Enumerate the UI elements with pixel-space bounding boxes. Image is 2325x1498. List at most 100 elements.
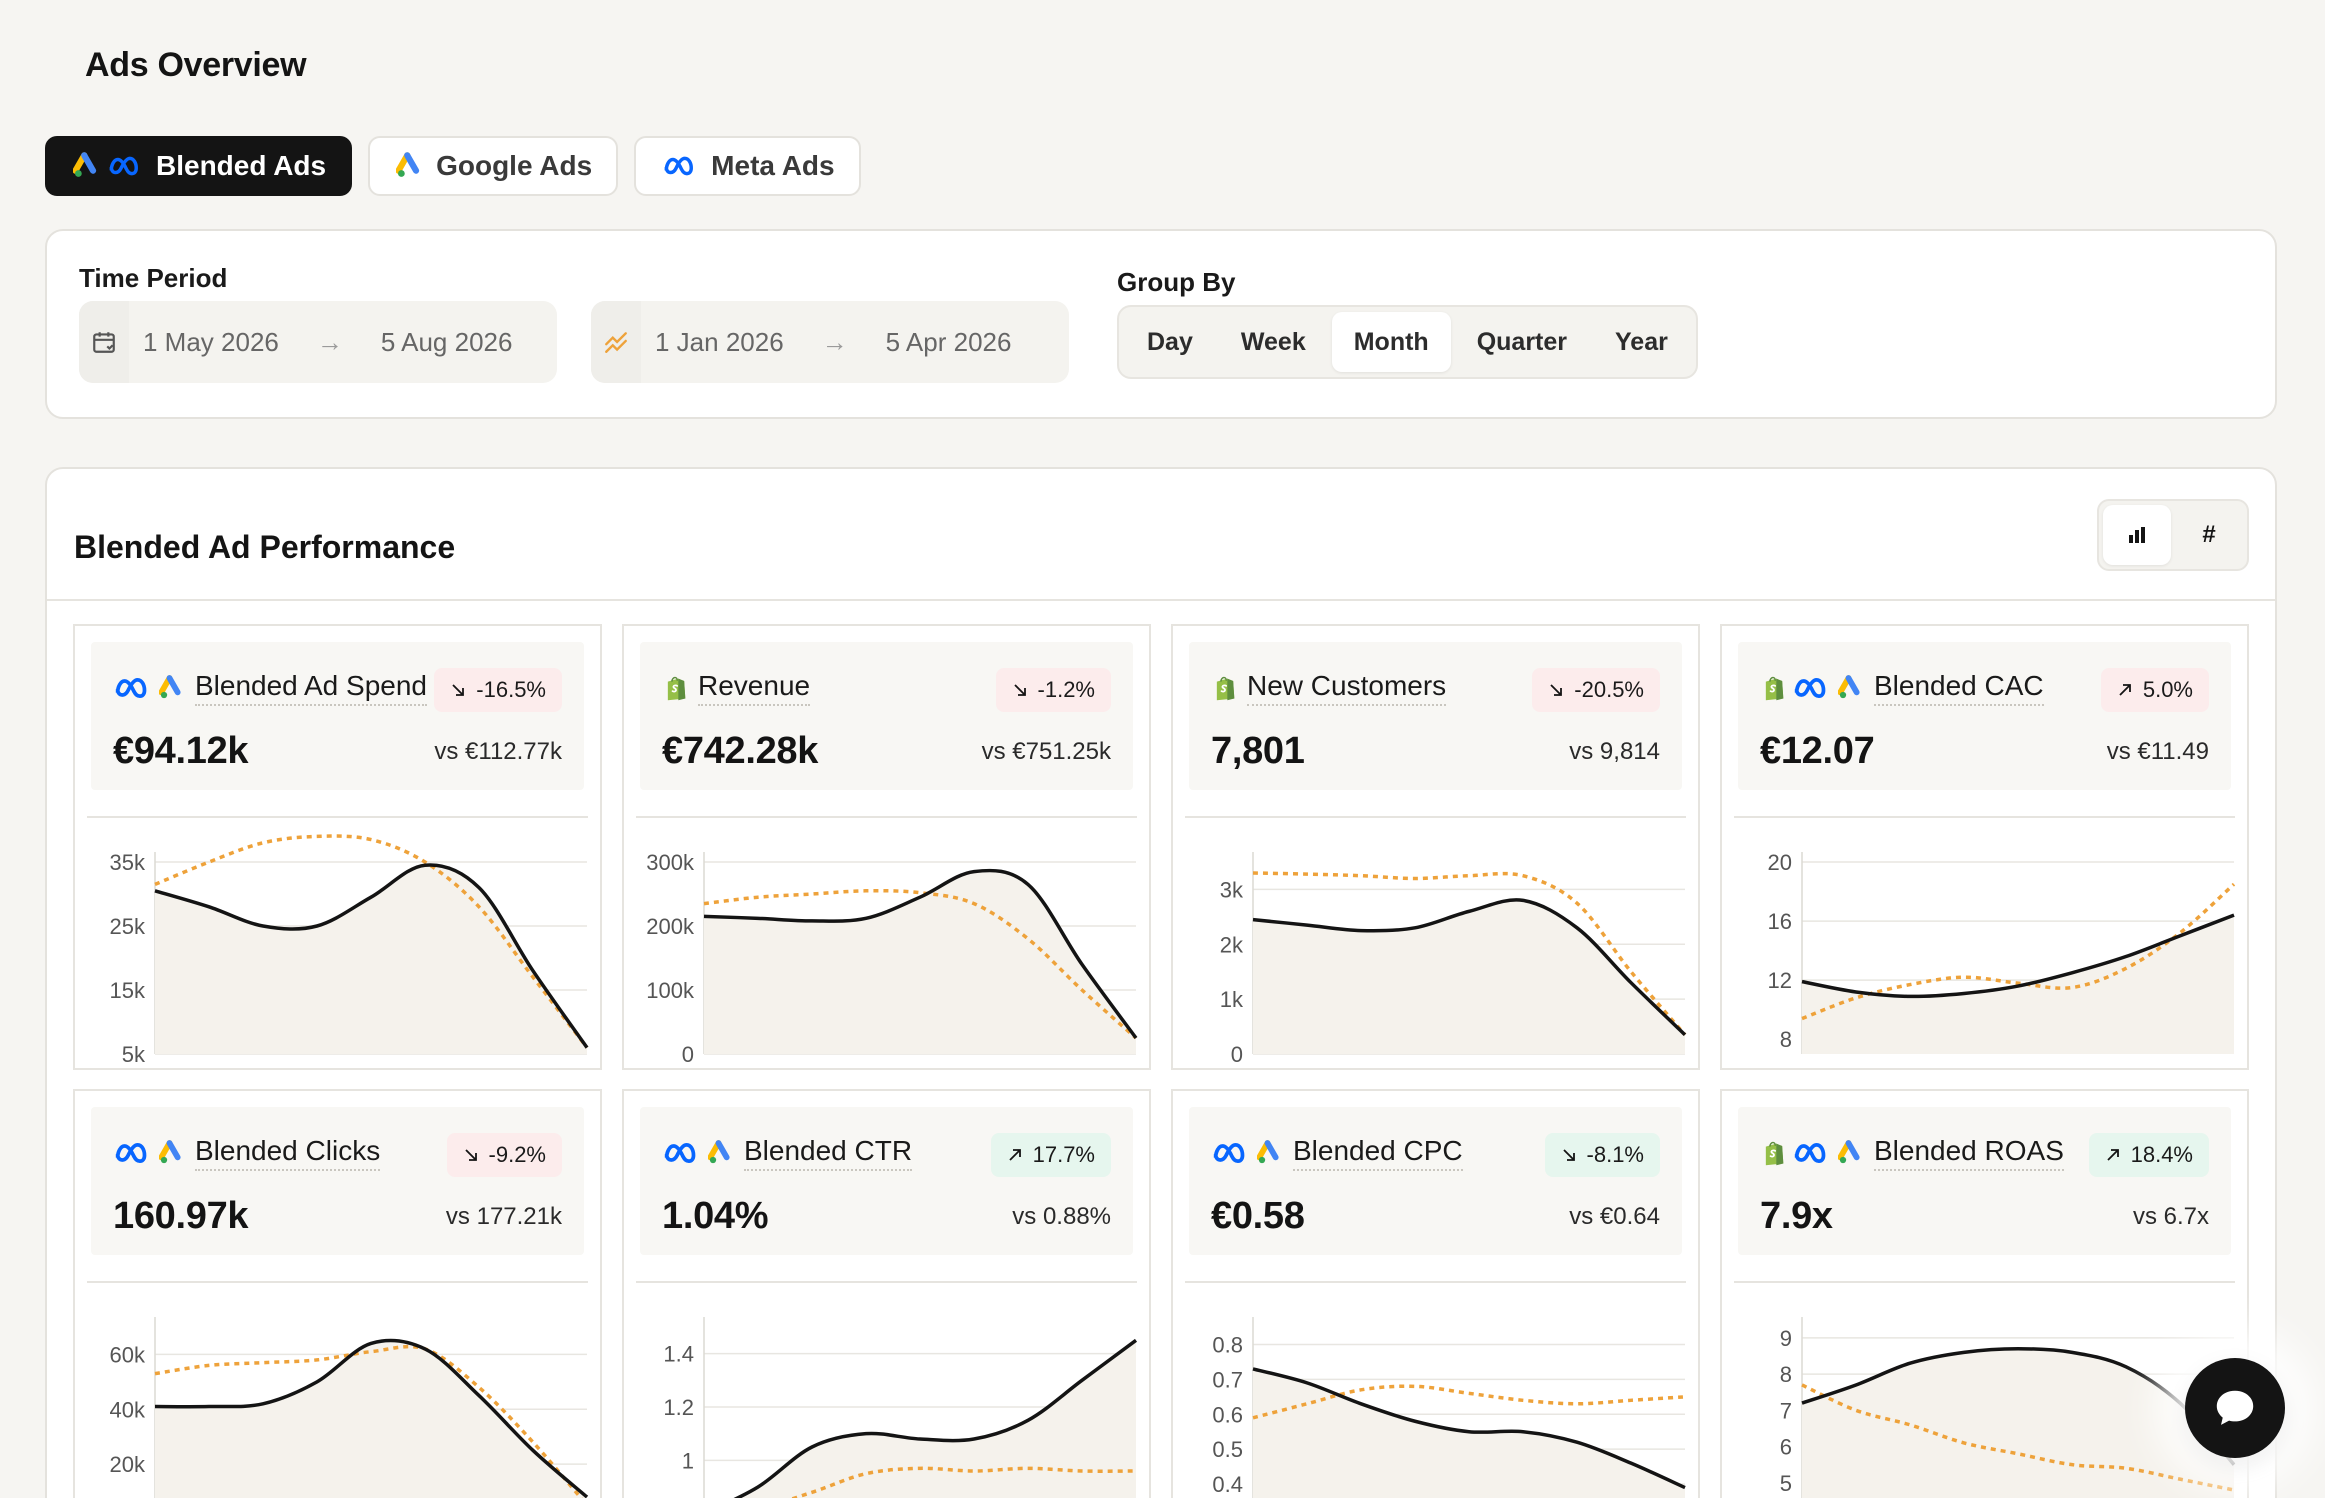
metric-source-logos — [1760, 674, 1866, 702]
metric-card[interactable]: Blended CPC -8.1% €0.58 vs €0.64 0.8 0.7 0… — [1171, 1089, 1700, 1498]
chat-bubble-icon — [2216, 1390, 2254, 1425]
meta-icon — [1792, 1139, 1834, 1167]
group-by-quarter[interactable]: Quarter — [1476, 327, 1568, 356]
metric-chart: 35k 25k 15k 5k — [110, 834, 589, 1067]
tab-meta-ads[interactable]: Meta Ads — [634, 136, 861, 196]
metric-card[interactable]: New Customers -20.5% 7,801 vs 9,814 3k 2k… — [1171, 624, 1700, 1070]
metric-chart: 20 16 12 8 — [1768, 850, 2236, 1054]
metric-name-text: Blended Clicks — [195, 1135, 381, 1171]
chart-view-button[interactable] — [2103, 505, 2171, 565]
y-tick-label: 16 — [1768, 909, 1792, 934]
arrow-down-right-icon — [452, 684, 465, 696]
google-ads-icon — [396, 151, 426, 181]
current-area — [155, 864, 587, 1054]
metric-separator — [87, 816, 588, 818]
comparison-series-line — [703, 888, 1138, 1040]
metric-header: Blended Clicks -9.2% 160.97k vs 177.21k — [91, 1107, 584, 1255]
current-area — [1802, 1348, 2234, 1498]
change-badge: -20.5% — [1532, 668, 1660, 712]
tab-blended-ads[interactable]: Blended Ads — [45, 136, 353, 196]
google-ads-icon — [1838, 1139, 1866, 1167]
y-tick-label: 7 — [1780, 1398, 1792, 1423]
y-tick-label: 1k — [1220, 987, 1244, 1012]
metric-source-logos — [113, 1139, 187, 1167]
shopify-icon — [662, 674, 690, 702]
tab-google-ads[interactable]: Google Ads — [368, 136, 619, 196]
current-series-line — [1801, 913, 2235, 999]
metric-card[interactable]: Blended ROAS 18.4% 7.9x vs 6.7x 987654 — [1720, 1089, 2249, 1498]
metric-chart: 60k40k20k0 — [110, 1317, 589, 1498]
compare-date-range[interactable]: 1 Jan 2026 → 5 Apr 2026 — [591, 301, 1069, 383]
metric-name: Blended ROAS — [1760, 1135, 2064, 1171]
metric-name: New Customers — [1211, 670, 1447, 706]
meta-icon — [662, 153, 701, 179]
current-series-line — [703, 868, 1138, 1040]
change-value: -9.2% — [488, 1142, 546, 1167]
metric-separator — [87, 1281, 588, 1283]
metric-header: Blended Ad Spend -16.5% €94.12k vs €112.… — [91, 642, 584, 790]
chat-button[interactable] — [2185, 1358, 2285, 1458]
google-ads-icon — [159, 1139, 187, 1167]
metric-card[interactable]: Blended CTR 17.7% 1.04% vs 0.88% 1.4 1.2 1… — [622, 1089, 1151, 1498]
comparison-series-line — [1252, 1384, 1686, 1420]
comparison-series-line — [154, 1344, 584, 1498]
meta-icon — [113, 1139, 155, 1167]
y-tick-label: 300k — [646, 850, 695, 875]
metric-value: €742.28k — [662, 730, 819, 772]
group-by-week[interactable]: Week — [1240, 327, 1306, 356]
metric-separator — [636, 1281, 1137, 1283]
meta-icon — [662, 1139, 704, 1167]
number-view-button[interactable]: # — [2202, 521, 2216, 548]
y-tick-label: 8 — [1780, 1362, 1792, 1387]
metric-header: Revenue -1.2% €742.28k vs €751.25k — [640, 642, 1133, 790]
metric-card[interactable]: Blended CAC 5.0% €12.07 vs €11.49 20 16 12… — [1720, 624, 2249, 1070]
meta-icon — [107, 153, 146, 179]
group-by-label: Group By — [1117, 267, 1236, 297]
y-tick-label: 0.8 — [1212, 1332, 1243, 1357]
change-value: 18.4% — [2130, 1142, 2193, 1167]
current-start-date: 1 May 2026 — [143, 326, 279, 357]
metric-name-text: Blended CTR — [744, 1135, 913, 1171]
metric-separator — [1185, 1281, 1686, 1283]
y-tick-label: 15k — [110, 978, 146, 1003]
metric-name: Blended Ad Spend — [113, 670, 427, 706]
metric-header: Blended CTR 17.7% 1.04% vs 0.88% — [640, 1107, 1133, 1255]
shopify-icon — [1211, 674, 1239, 702]
metric-value: €0.58 — [1211, 1195, 1305, 1237]
tab-logos — [662, 153, 701, 179]
metric-value: 1.04% — [662, 1195, 769, 1237]
group-by-year[interactable]: Year — [1615, 327, 1668, 356]
metric-value: 7,801 — [1211, 730, 1305, 772]
group-by-selector: Day Week Month Quarter Year — [1117, 305, 1698, 379]
panel-divider — [47, 599, 2275, 601]
group-by-day[interactable]: Day — [1147, 327, 1193, 356]
tab-label: Google Ads — [436, 150, 593, 181]
metric-separator — [1734, 816, 2235, 818]
y-tick-label: 35k — [110, 850, 146, 875]
change-value: 5.0% — [2142, 677, 2193, 702]
current-date-range[interactable]: 1 May 2026 → 5 Aug 2026 — [79, 301, 557, 383]
change-badge: 17.7% — [990, 1133, 1111, 1177]
metric-card[interactable]: Blended Clicks -9.2% 160.97k vs 177.21k … — [73, 1089, 602, 1498]
metric-name-text: Blended ROAS — [1874, 1135, 2064, 1171]
google-ads-icon — [1838, 674, 1866, 702]
google-ads-icon — [708, 1139, 736, 1167]
previous-value: vs 9,814 — [1569, 738, 1660, 765]
change-badge: 5.0% — [2100, 668, 2209, 712]
metric-name: Blended CAC — [1760, 670, 2044, 706]
current-area — [1802, 915, 2234, 1054]
calendar-icon — [79, 301, 129, 383]
arrow-down-right-icon — [1562, 1149, 1575, 1161]
previous-value: vs 6.7x — [2132, 1203, 2209, 1230]
metric-card[interactable]: Blended Ad Spend -16.5% €94.12k vs €112.… — [73, 624, 602, 1070]
page-title: Ads Overview — [85, 46, 307, 84]
y-tick-label: 20 — [1768, 850, 1792, 875]
current-series-line — [1252, 1367, 1686, 1490]
metric-name-text: Blended Ad Spend — [195, 670, 427, 706]
metric-card[interactable]: Revenue -1.2% €742.28k vs €751.25k 300k 2… — [622, 624, 1151, 1070]
group-by-month[interactable]: Month — [1331, 312, 1451, 372]
view-toggle: # — [2097, 499, 2249, 571]
meta-icon — [113, 674, 155, 702]
y-tick-label: 8 — [1780, 1027, 1792, 1052]
metric-header: Blended CPC -8.1% €0.58 vs €0.64 — [1189, 1107, 1682, 1255]
